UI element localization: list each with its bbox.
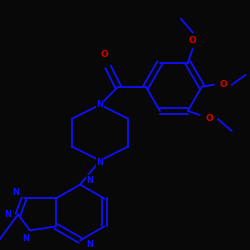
Text: O: O bbox=[100, 50, 108, 59]
Text: N: N bbox=[86, 240, 94, 249]
Text: O: O bbox=[220, 80, 228, 89]
Text: N: N bbox=[12, 188, 20, 197]
Text: O: O bbox=[189, 36, 197, 45]
Text: N: N bbox=[96, 158, 103, 167]
Text: N: N bbox=[4, 210, 12, 219]
Text: N: N bbox=[86, 176, 94, 185]
Text: N: N bbox=[96, 100, 103, 109]
Text: O: O bbox=[206, 114, 214, 124]
Text: N: N bbox=[22, 234, 30, 243]
